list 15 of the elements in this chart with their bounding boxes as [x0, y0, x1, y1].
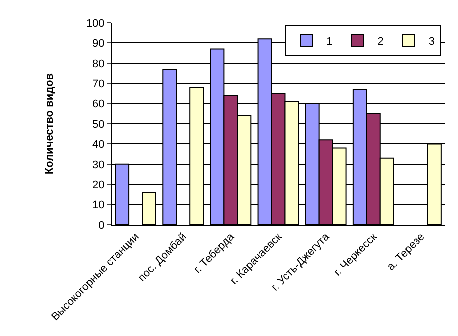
legend-label: 2	[378, 36, 384, 48]
y-tick-label: 50	[92, 118, 105, 131]
y-tick-label: 80	[92, 58, 105, 70]
y-tick-label: 0	[98, 220, 105, 232]
legend-label: 1	[326, 36, 333, 48]
y-tick-label: 30	[92, 159, 105, 172]
y-tick-label: 100	[86, 18, 105, 30]
y-tick-label: 90	[92, 38, 105, 50]
y-tick-label: 20	[92, 179, 105, 192]
y-tick-label: 60	[92, 98, 105, 111]
y-tick-label: 40	[92, 139, 105, 152]
y-tick-label: 70	[92, 78, 105, 90]
y-tick-label: 10	[92, 200, 105, 212]
legend-label: 3	[428, 36, 436, 48]
y-axis-title: Количество видов	[44, 73, 56, 175]
